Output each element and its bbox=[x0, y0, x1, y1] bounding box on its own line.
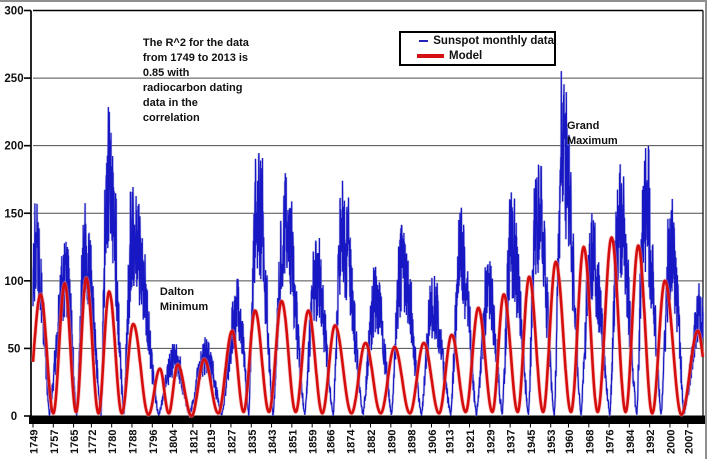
annotation-dalton-minimum: Dalton Minimum bbox=[159, 285, 209, 313]
legend-sunspot-line-icon bbox=[419, 40, 429, 42]
x-tick-label: 1796 bbox=[148, 430, 160, 454]
sunspot-series-line bbox=[32, 71, 704, 417]
x-tick-label: 1913 bbox=[445, 430, 457, 454]
x-tick-label: 1843 bbox=[267, 430, 279, 454]
x-tick-label: 1866 bbox=[325, 430, 337, 454]
window-right-edge bbox=[705, 0, 707, 459]
y-tick-label: 50 bbox=[8, 343, 21, 355]
x-axis-band bbox=[29, 415, 705, 424]
x-tick-label: 1921 bbox=[465, 430, 477, 454]
x-tick-label: 1992 bbox=[645, 430, 657, 454]
x-tick-label: 1960 bbox=[564, 430, 576, 454]
x-tick-label: 1976 bbox=[605, 430, 617, 454]
x-tick-label: 1906 bbox=[427, 430, 439, 454]
x-tick-label: 1953 bbox=[546, 430, 558, 454]
x-tick-label: 1890 bbox=[386, 430, 398, 454]
x-tick-label: 1968 bbox=[584, 430, 596, 454]
legend: Sunspot monthly data Model bbox=[399, 31, 556, 66]
x-tick-label: 1851 bbox=[287, 430, 299, 454]
legend-label-model: Model bbox=[449, 50, 483, 62]
x-tick-label: 1819 bbox=[206, 430, 218, 454]
legend-item-sunspot: Sunspot monthly data bbox=[409, 34, 554, 49]
legend-model-line-icon bbox=[417, 54, 444, 58]
window-top-edge bbox=[0, 0, 707, 2]
y-tick-label: 300 bbox=[4, 6, 23, 18]
x-tick-label: 1757 bbox=[49, 430, 61, 454]
y-tick-label: 200 bbox=[4, 141, 23, 153]
x-tick-label: 1788 bbox=[127, 430, 139, 454]
legend-label-sunspot: Sunspot monthly data bbox=[433, 35, 554, 47]
x-tick-label: 1772 bbox=[87, 430, 99, 454]
x-tick-label: 1898 bbox=[407, 430, 419, 454]
x-tick-label: 1882 bbox=[366, 430, 378, 454]
x-tick-label: 2007 bbox=[683, 430, 695, 454]
y-tick-label: 150 bbox=[4, 208, 23, 220]
x-tick-label: 1765 bbox=[69, 430, 81, 454]
x-tick-label: 1827 bbox=[226, 430, 238, 454]
y-tick-label: 0 bbox=[11, 411, 17, 423]
x-tick-label: 1984 bbox=[625, 429, 637, 454]
x-tick-label: 1937 bbox=[506, 430, 518, 454]
x-tick-label: 1780 bbox=[107, 430, 119, 454]
y-tick-label: 100 bbox=[4, 276, 23, 288]
x-tick-label: 1859 bbox=[308, 430, 320, 454]
x-tick-label: 1812 bbox=[188, 430, 200, 454]
legend-item-model: Model bbox=[409, 49, 554, 64]
x-tick-label: 1929 bbox=[485, 430, 497, 454]
annotation-r2-note: The R^2 for the data from 1749 to 2013 i… bbox=[142, 37, 249, 125]
x-tick-label: 1835 bbox=[247, 430, 259, 454]
x-tick-label: 1804 bbox=[168, 429, 180, 454]
x-tick-label: 1945 bbox=[526, 430, 538, 454]
x-tick-label: 2000 bbox=[666, 430, 678, 454]
y-tick-label: 250 bbox=[4, 73, 23, 85]
x-tick-label: 1749 bbox=[29, 430, 41, 454]
x-tick-label: 1874 bbox=[346, 429, 358, 454]
annotation-grand-maximum: Grand Maximum bbox=[566, 119, 618, 147]
model-series-line bbox=[31, 236, 705, 418]
